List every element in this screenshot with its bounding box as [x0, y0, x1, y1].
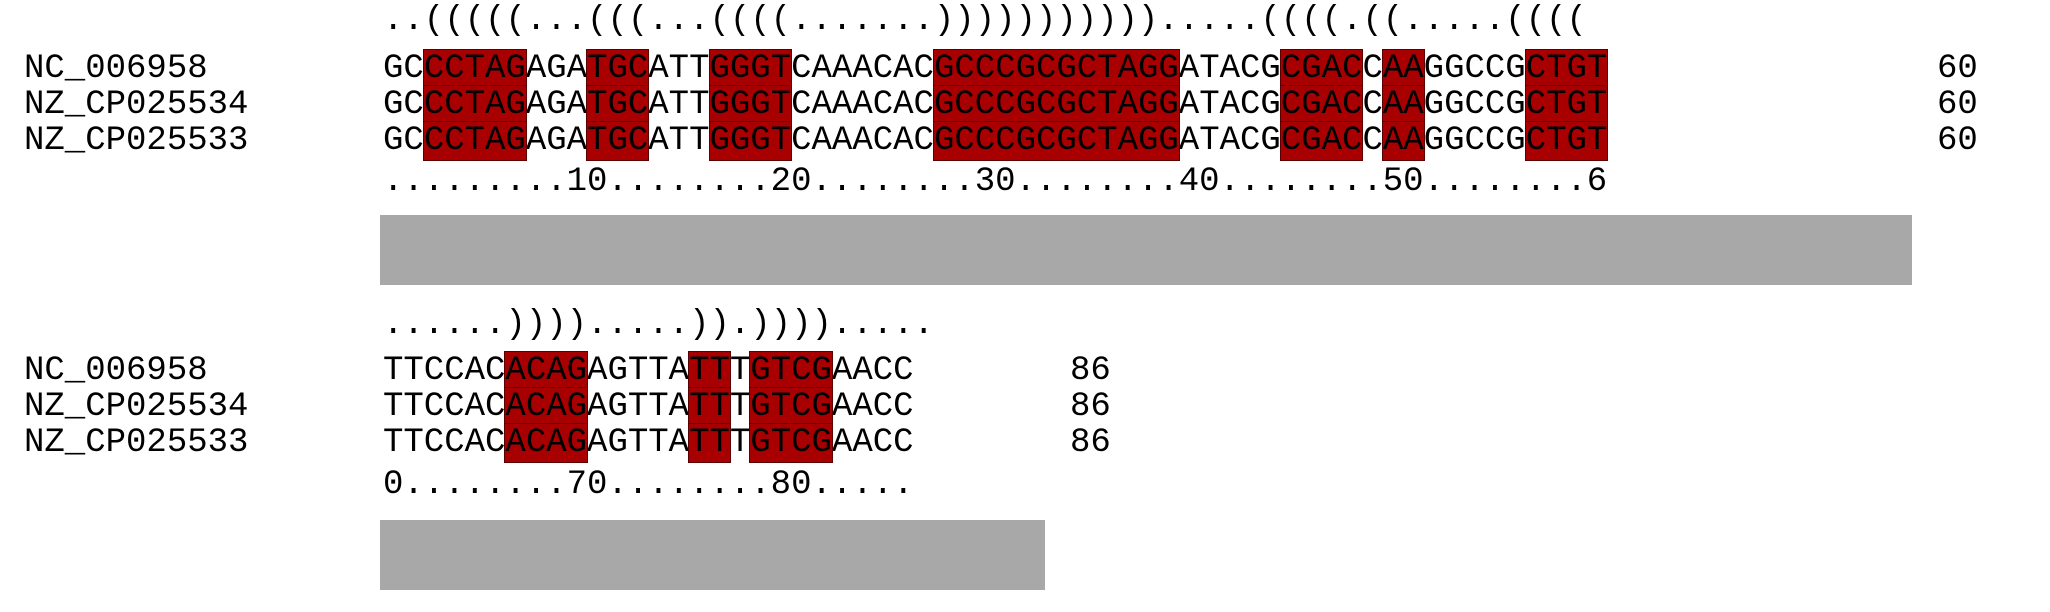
sequence-name: NZ_CP025534: [24, 388, 249, 426]
nucleotide-run: GC: [383, 122, 424, 160]
nucleotide-run: AACC: [831, 388, 914, 426]
paired-base-highlight: GGGT: [708, 121, 793, 161]
paired-base-highlight: AA: [1381, 49, 1425, 89]
sequence-end-position: 86: [1070, 352, 1111, 390]
nucleotide-run: CAAACAC: [791, 50, 934, 88]
nucleotide-run: AGTTA: [587, 352, 690, 390]
position-ruler: 0........70........80.....: [383, 466, 914, 504]
nucleotide-run: CAAACAC: [791, 122, 934, 160]
nucleotide-run: GGCCG: [1423, 50, 1526, 88]
nucleotide-run: T: [729, 352, 751, 390]
sequence-name: NZ_CP025533: [24, 122, 249, 160]
structure-line: ......)))).....)).)))).....: [383, 306, 934, 344]
nucleotide-run: AGTTA: [587, 388, 690, 426]
nucleotide-run: ATACG: [1178, 50, 1281, 88]
nucleotide-run: GC: [383, 86, 424, 124]
conservation-bar: [380, 215, 1912, 285]
sequence-row: GCCCTAGAGATGCATTGGGTCAAACACGCCCGCGCTAGGA…: [383, 49, 1609, 89]
paired-base-highlight: GTCG: [749, 423, 833, 463]
paired-base-highlight: GTCG: [749, 351, 833, 391]
nucleotide-run: C: [1362, 50, 1383, 88]
sequence-row: TTCCACACAGAGTTATTTGTCGAACC: [383, 387, 914, 427]
paired-base-highlight: CTGT: [1524, 85, 1609, 125]
paired-base-highlight: TGC: [586, 85, 650, 125]
sequence-name: NZ_CP025534: [24, 86, 249, 124]
paired-base-highlight: CCTAG: [422, 49, 527, 89]
nucleotide-run: GGCCG: [1423, 122, 1526, 160]
sequence-end-position: 86: [1070, 424, 1111, 462]
sequence-end-position: 86: [1070, 388, 1111, 426]
sequence-name: NC_006958: [24, 352, 208, 390]
conservation-bar: [380, 520, 1045, 590]
paired-base-highlight: GCCCGCGCTAGG: [932, 85, 1180, 125]
paired-base-highlight: ACAG: [504, 351, 589, 391]
nucleotide-run: AACC: [831, 424, 914, 462]
nucleotide-run: TTCCAC: [383, 352, 506, 390]
nucleotide-run: ATT: [648, 50, 710, 88]
nucleotide-run: AGTTA: [587, 424, 690, 462]
nucleotide-run: C: [1362, 122, 1383, 160]
nucleotide-run: ATT: [648, 86, 710, 124]
paired-base-highlight: TGC: [586, 49, 650, 89]
sequence-row: TTCCACACAGAGTTATTTGTCGAACC: [383, 423, 914, 463]
paired-base-highlight: AA: [1381, 85, 1425, 125]
paired-base-highlight: TT: [688, 351, 731, 391]
paired-base-highlight: TT: [688, 387, 731, 427]
structure-line: ..(((((...(((...((((.......)))))))))))..…: [383, 2, 1587, 40]
nucleotide-run: ATACG: [1178, 122, 1281, 160]
nucleotide-run: GC: [383, 50, 424, 88]
paired-base-highlight: CTGT: [1524, 121, 1609, 161]
sequence-row: GCCCTAGAGATGCATTGGGTCAAACACGCCCGCGCTAGGA…: [383, 85, 1609, 125]
paired-base-highlight: GCCCGCGCTAGG: [932, 121, 1180, 161]
paired-base-highlight: CGAC: [1279, 121, 1364, 161]
nucleotide-run: ATACG: [1178, 86, 1281, 124]
sequence-end-position: 60: [1937, 122, 1978, 160]
nucleotide-run: AACC: [831, 352, 914, 390]
nucleotide-run: ATT: [648, 122, 710, 160]
sequence-end-position: 60: [1937, 50, 1978, 88]
nucleotide-run: AGA: [525, 50, 588, 88]
sequence-row: GCCCTAGAGATGCATTGGGTCAAACACGCCCGCGCTAGGA…: [383, 121, 1609, 161]
paired-base-highlight: GCCCGCGCTAGG: [932, 49, 1180, 89]
paired-base-highlight: CCTAG: [422, 85, 527, 125]
position-ruler: .........10........20........30........4…: [383, 163, 1608, 201]
nucleotide-run: T: [729, 424, 751, 462]
paired-base-highlight: TGC: [586, 121, 650, 161]
paired-base-highlight: CTGT: [1524, 49, 1609, 89]
paired-base-highlight: CCTAG: [422, 121, 527, 161]
nucleotide-run: TTCCAC: [383, 388, 506, 426]
nucleotide-run: CAAACAC: [791, 86, 934, 124]
paired-base-highlight: GGGT: [708, 85, 793, 125]
sequence-name: NC_006958: [24, 50, 208, 88]
paired-base-highlight: CGAC: [1279, 49, 1364, 89]
nucleotide-run: TTCCAC: [383, 424, 506, 462]
nucleotide-run: GGCCG: [1423, 86, 1526, 124]
nucleotide-run: AGA: [525, 122, 588, 160]
nucleotide-run: T: [729, 388, 751, 426]
paired-base-highlight: CGAC: [1279, 85, 1364, 125]
nucleotide-run: C: [1362, 86, 1383, 124]
sequence-row: TTCCACACAGAGTTATTTGTCGAACC: [383, 351, 914, 391]
paired-base-highlight: GTCG: [749, 387, 833, 427]
sequence-name: NZ_CP025533: [24, 424, 249, 462]
paired-base-highlight: AA: [1381, 121, 1425, 161]
paired-base-highlight: ACAG: [504, 423, 589, 463]
paired-base-highlight: GGGT: [708, 49, 793, 89]
nucleotide-run: AGA: [525, 86, 588, 124]
paired-base-highlight: TT: [688, 423, 731, 463]
paired-base-highlight: ACAG: [504, 387, 589, 427]
sequence-end-position: 60: [1937, 86, 1978, 124]
